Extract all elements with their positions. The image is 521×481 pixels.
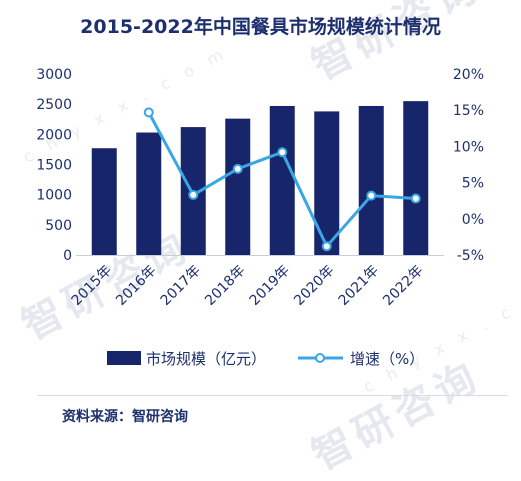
growth-point <box>366 190 377 201</box>
legend-bar-swatch <box>107 351 141 365</box>
x-tick-label: 2018年 <box>202 263 248 309</box>
y-right-tick-label: 20% <box>453 67 484 83</box>
y-left-tick-label: 3000 <box>36 67 72 83</box>
source-note: 资料来源：智研咨询 <box>62 409 188 425</box>
y-right-tick-label: 15% <box>453 103 484 119</box>
y-left-tick-label: 500 <box>45 218 72 234</box>
x-tick-label: 2020年 <box>291 263 337 309</box>
y-right-tick-label: 0% <box>462 212 484 228</box>
divider <box>38 395 508 396</box>
y-right-tick-label: 10% <box>453 139 484 155</box>
legend-line-marker <box>315 353 325 363</box>
y-left-tick-label: 1500 <box>36 158 72 174</box>
chart-canvas: 0 500 1000 1500 2000 2500 3000 -5% 0% 5% 10% 15% 20%… <box>36 67 484 368</box>
x-tick-label: 2019年 <box>247 263 293 309</box>
y-left-tick-label: 2500 <box>36 97 72 113</box>
x-tick-label: 2022年 <box>380 263 426 309</box>
growth-point <box>143 107 154 118</box>
bar <box>136 132 162 255</box>
y-left-tick-label: 0 <box>63 248 72 264</box>
bars-layer <box>76 101 444 256</box>
legend-line-label: 增速（%） <box>350 350 424 368</box>
bar <box>91 148 117 255</box>
line-layer <box>143 107 421 252</box>
bar <box>314 111 340 255</box>
legend: 市场规模（亿元） 增速（%） <box>107 350 424 368</box>
bar <box>358 105 384 255</box>
y-right-tick-label: 5% <box>462 176 484 192</box>
bar <box>403 101 429 256</box>
bar <box>269 105 295 255</box>
growth-point <box>277 147 288 158</box>
x-tick-label: 2021年 <box>336 263 382 309</box>
growth-point <box>410 193 421 204</box>
chart-title: 2015-2022年中国餐具市场规模统计情况 <box>80 16 441 38</box>
x-tick-label: 2015年 <box>69 263 115 309</box>
y-left-tick-label: 2000 <box>36 127 72 143</box>
bar <box>225 118 251 255</box>
growth-point <box>321 241 332 252</box>
y-right-tick-label: -5% <box>457 248 484 264</box>
y-left-tick-label: 1000 <box>36 188 72 204</box>
x-tick-label: 2016年 <box>113 263 159 309</box>
growth-point <box>232 163 243 174</box>
x-tick-label: 2017年 <box>158 263 204 309</box>
legend-bar-label: 市场规模（亿元） <box>146 350 266 368</box>
growth-point <box>188 189 199 200</box>
